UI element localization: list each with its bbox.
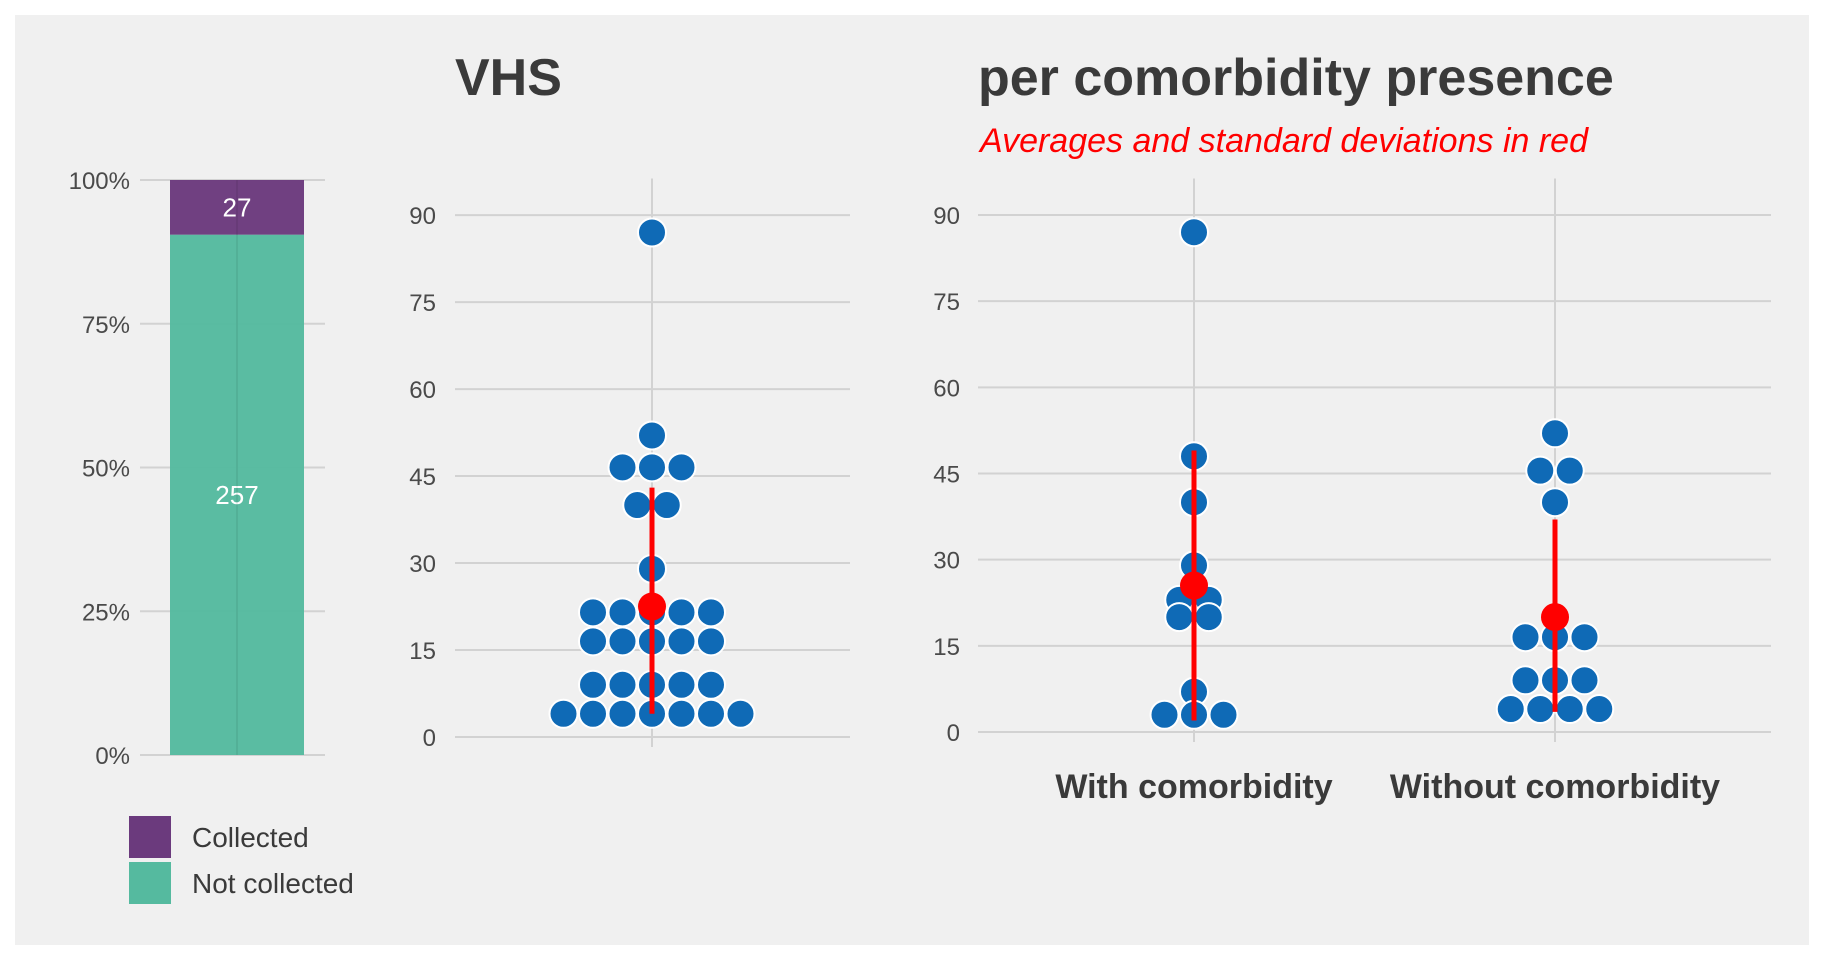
comorbidity-subtitle: Averages and standard deviations in red: [978, 122, 1589, 160]
vhs-title: VHS: [455, 49, 562, 107]
vhs-point: [578, 698, 608, 729]
vhs-point: [578, 669, 608, 700]
comorbidity-point: [1510, 665, 1541, 696]
vhs-dotplot-panel: VHS 0 15 30 45 60 75 90: [409, 49, 850, 752]
vhs-point: [666, 452, 697, 483]
comorbidity-point: [1554, 455, 1585, 486]
comorbidity-point: [1525, 455, 1556, 486]
comorbidity-mean-sd: [1180, 450, 1569, 721]
comorbidity-mean-point: [1541, 603, 1569, 632]
vhs-point: [578, 626, 608, 657]
comorbidity-point: [1525, 694, 1556, 725]
comorbidity-point: [1164, 602, 1195, 633]
comorbidity-x-label: With comorbidity: [1055, 768, 1332, 806]
bar-y-tick-label: 25%: [82, 599, 130, 626]
legend-swatch: [129, 816, 171, 858]
vhs-point: [696, 626, 726, 657]
vhs-mean-point: [638, 592, 666, 621]
comorbidity-dotplot-panel: per comorbidity presence Averages and st…: [933, 49, 1771, 806]
vhs-point: [666, 669, 697, 700]
bar-y-tick-label: 100%: [69, 168, 130, 195]
vhs-y-tick-label: 15: [409, 638, 436, 665]
vhs-y-tick-label: 45: [409, 464, 436, 491]
legend-label: Collected: [192, 822, 309, 853]
vhs-point: [622, 490, 653, 521]
vhs-y-tick-label: 90: [409, 203, 436, 230]
comorbidity-x-labels: With comorbidity Without comorbidity: [1055, 768, 1720, 806]
vhs-y-tick-label: 75: [409, 290, 436, 317]
vhs-point: [637, 420, 667, 451]
bar-segments: 257 27: [170, 180, 304, 755]
vhs-point: [696, 669, 726, 700]
comorbidity-y-tick-label: 30: [933, 548, 960, 575]
comorbidity-point: [1569, 665, 1600, 696]
bar-segment-not-collected: [170, 234, 304, 755]
comorbidity-point: [1149, 699, 1180, 730]
legend-label: Not collected: [192, 868, 354, 899]
comorbidity-point: [1554, 694, 1585, 725]
vhs-y-tick-label: 0: [423, 725, 436, 752]
comorbidity-mean-point: [1180, 571, 1208, 600]
comorbidity-title: per comorbidity presence: [978, 49, 1614, 107]
comorbidity-x-label: Without comorbidity: [1390, 768, 1720, 806]
vhs-point: [607, 452, 638, 483]
vhs-point: [666, 597, 697, 628]
collection-bar-panel: 0% 25% 50% 75% 100% 257 27 Collected Not colle…: [69, 168, 354, 904]
vhs-mean-sd: [638, 487, 666, 714]
vhs-point: [607, 698, 638, 729]
comorbidity-point: [1540, 418, 1570, 449]
bar-y-tick-label: 75%: [82, 312, 130, 339]
vhs-point: [651, 490, 682, 521]
vhs-point: [578, 597, 608, 628]
comorbidity-point: [1540, 487, 1570, 518]
vhs-point: [666, 626, 697, 657]
comorbidity-point: [1569, 622, 1600, 653]
comorbidity-y-ticks: 0 15 30 45 60 75 90: [933, 203, 960, 747]
vhs-point: [696, 597, 726, 628]
vhs-y-ticks: 0 15 30 45 60 75 90: [409, 203, 436, 752]
vhs-point: [607, 626, 638, 657]
comorbidity-point: [1208, 699, 1239, 730]
vhs-point: [666, 698, 697, 729]
comorbidity-y-tick-label: 45: [933, 461, 960, 488]
vhs-y-tick-label: 60: [409, 377, 436, 404]
comorbidity-point: [1179, 217, 1209, 248]
vhs-point: [607, 669, 638, 700]
vhs-point: [637, 452, 667, 483]
vhs-y-tick-label: 30: [409, 551, 436, 578]
bar-segment-collected: [170, 180, 304, 235]
vhs-points: [548, 217, 756, 729]
vhs-point: [548, 698, 579, 729]
comorbidity-y-tick-label: 60: [933, 375, 960, 402]
vhs-point: [696, 698, 726, 729]
bar-y-tick-label: 0%: [95, 743, 130, 770]
comorbidity-point: [1584, 694, 1615, 725]
comorbidity-y-tick-label: 15: [933, 634, 960, 661]
vhs-point: [607, 597, 638, 628]
bar-y-tick-label: 50%: [82, 456, 130, 483]
bar-segment-label: 27: [223, 192, 252, 222]
bar-segment-label: 257: [215, 480, 258, 510]
comorbidity-y-tick-label: 0: [947, 720, 960, 747]
comorbidity-y-tick-label: 75: [933, 289, 960, 316]
legend: Collected Not collected: [129, 816, 354, 904]
plot-panel-background: [15, 15, 1809, 945]
bar-y-ticks: 0% 25% 50% 75% 100%: [69, 168, 130, 770]
comorbidity-point: [1510, 622, 1541, 653]
vhs-point: [637, 217, 667, 248]
vhs-point: [725, 698, 756, 729]
comorbidity-y-tick-label: 90: [933, 203, 960, 230]
legend-swatch: [129, 862, 171, 904]
comorbidity-point: [1193, 602, 1224, 633]
comorbidity-point: [1495, 694, 1526, 725]
